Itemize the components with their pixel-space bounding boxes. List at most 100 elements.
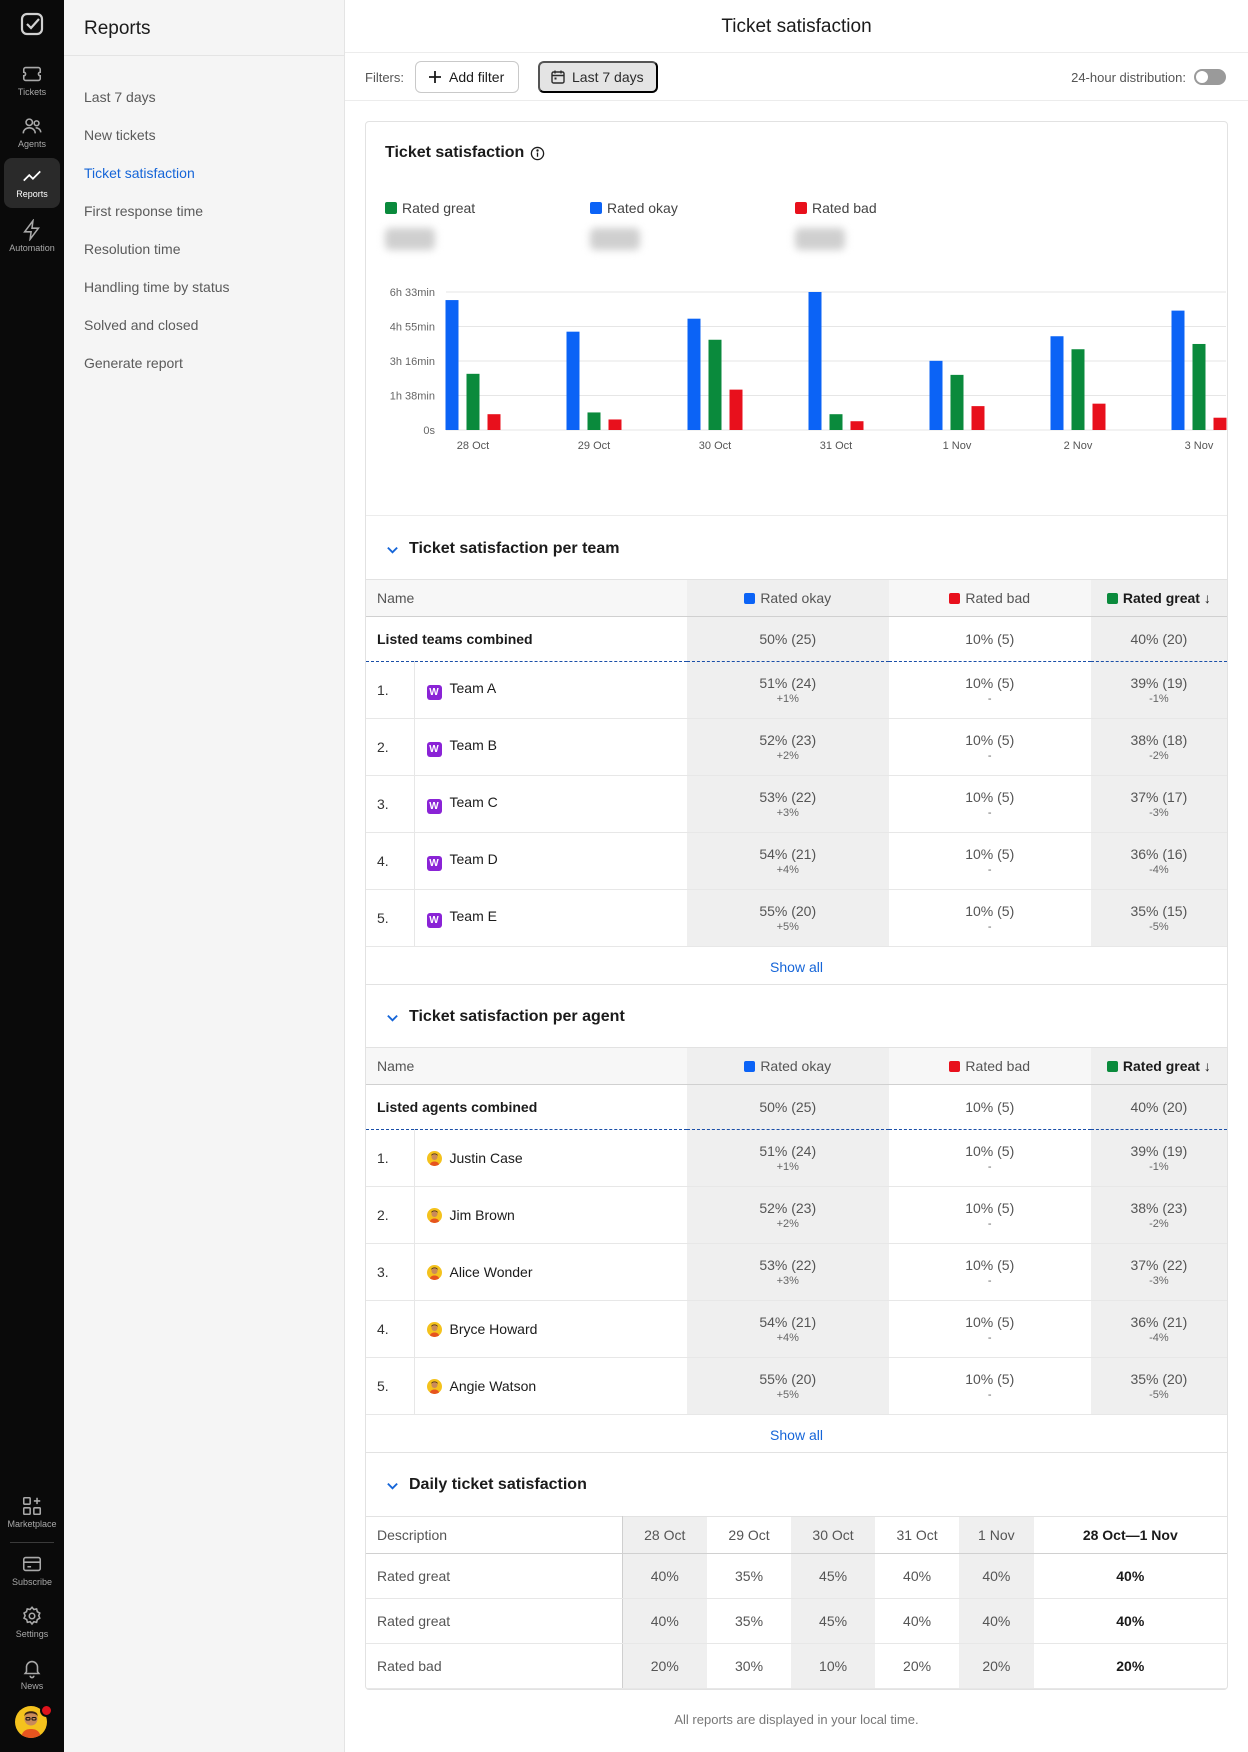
cell-value: 10% (5) bbox=[965, 1143, 1015, 1159]
combined-row: Listed teams combined 50% (25) 10% (5) 4… bbox=[366, 616, 1227, 662]
cell-rated-great: 38% (23) -2% bbox=[1090, 1186, 1227, 1244]
col-date[interactable]: 31 Oct bbox=[875, 1516, 960, 1554]
row-index: 1. bbox=[366, 661, 415, 719]
col-name[interactable]: Name bbox=[366, 579, 687, 617]
col-rated-great[interactable]: Rated great ↓ bbox=[1090, 1047, 1227, 1085]
agent-row[interactable]: 4. Bryce Howard 54% (21) +4% 10% (5) - 36% (21… bbox=[366, 1300, 1227, 1358]
col-rated-great[interactable]: Rated great ↓ bbox=[1090, 579, 1227, 617]
cell-rated-okay: 51% (24) +1% bbox=[686, 661, 889, 719]
bar-rated-okay[interactable] bbox=[445, 300, 459, 430]
legend-item-great[interactable]: Rated great bbox=[385, 200, 475, 250]
sidebar-item-ticket-satisfaction[interactable]: Ticket satisfaction bbox=[84, 165, 195, 181]
bar-rated-okay[interactable] bbox=[1171, 310, 1185, 430]
bar-rated-bad[interactable] bbox=[971, 406, 985, 430]
agent-avatar-icon bbox=[426, 1265, 442, 1280]
team-row[interactable]: 2. W Team B 52% (23) +2% 10% (5) - 38% (18) -2% bbox=[366, 718, 1227, 776]
bar-rated-okay[interactable] bbox=[808, 292, 822, 430]
cell-rated-okay: 55% (20) +5% bbox=[686, 889, 889, 947]
bar-rated-bad[interactable] bbox=[487, 414, 501, 430]
bar-rated-bad[interactable] bbox=[729, 389, 743, 430]
bar-rated-okay[interactable] bbox=[566, 331, 580, 430]
col-date[interactable]: 29 Oct bbox=[707, 1516, 792, 1554]
col-total[interactable]: 28 Oct—1 Nov bbox=[1033, 1516, 1227, 1554]
row-name: Jim Brown bbox=[449, 1207, 515, 1223]
info-icon[interactable] bbox=[530, 146, 545, 161]
team-row[interactable]: 5. W Team E 55% (20) +5% 10% (5) - 35% (15) -5% bbox=[366, 889, 1227, 947]
rail-item-marketplace[interactable]: Marketplace bbox=[4, 1488, 60, 1538]
cell-value: 35% (15) bbox=[1130, 903, 1188, 919]
col-rated-bad[interactable]: Rated bad bbox=[888, 1047, 1091, 1085]
cell-delta: +2% bbox=[776, 1218, 799, 1230]
bar-rated-great[interactable] bbox=[1071, 349, 1085, 430]
agent-row[interactable]: 2. Jim Brown 52% (23) +2% 10% (5) - 38% (23) -2… bbox=[366, 1186, 1227, 1244]
legend-item-bad[interactable]: Rated bad bbox=[795, 200, 877, 250]
sidebar-item-handling-time[interactable]: Handling time by status bbox=[84, 279, 230, 295]
rail-item-settings[interactable]: Settings bbox=[4, 1598, 60, 1648]
add-filter-button[interactable]: Add filter bbox=[415, 61, 520, 93]
cell-value: 53% (22) bbox=[759, 789, 817, 805]
col-date[interactable]: 28 Oct bbox=[622, 1516, 708, 1554]
bar-rated-great[interactable] bbox=[829, 414, 843, 430]
team-row[interactable]: 4. W Team D 54% (21) +4% 10% (5) - 36% (16) -4% bbox=[366, 832, 1227, 890]
sidebar-item-resolution-time[interactable]: Resolution time bbox=[84, 241, 181, 257]
team-row[interactable]: 3. W Team C 53% (22) +3% 10% (5) - 37% (17) -3% bbox=[366, 775, 1227, 833]
rail-item-reports[interactable]: Reports bbox=[4, 158, 60, 208]
agent-row[interactable]: 1. Justin Case 51% (24) +1% 10% (5) - 39% (19)… bbox=[366, 1129, 1227, 1187]
agent-section-header[interactable]: Ticket satisfaction per agent bbox=[386, 1008, 625, 1026]
bar-rated-okay[interactable] bbox=[687, 318, 701, 430]
bar-rated-bad[interactable] bbox=[1213, 417, 1227, 430]
card-icon bbox=[22, 1556, 42, 1572]
team-section-header[interactable]: Ticket satisfaction per team bbox=[386, 540, 619, 558]
sidebar-item-last-7-days[interactable]: Last 7 days bbox=[84, 89, 156, 105]
rail-label: Agents bbox=[17, 139, 47, 149]
calendar-icon bbox=[551, 70, 565, 84]
cell-value: 10% (5) bbox=[965, 675, 1015, 691]
col-name[interactable]: Name bbox=[366, 1047, 687, 1085]
marketplace-icon bbox=[22, 1496, 42, 1516]
col-rated-okay[interactable]: Rated okay bbox=[686, 1047, 889, 1085]
bar-rated-bad[interactable] bbox=[608, 419, 622, 430]
date-range-button[interactable]: Last 7 days bbox=[538, 61, 658, 93]
teams-show-all-link[interactable]: Show all bbox=[366, 949, 1227, 985]
col-rated-bad[interactable]: Rated bad bbox=[888, 579, 1091, 617]
cell-value: 36% (21) bbox=[1130, 1314, 1188, 1330]
cell-delta: -2% bbox=[1149, 1218, 1169, 1230]
rail-item-agents[interactable]: Agents bbox=[4, 108, 60, 158]
sidebar-item-solved-and-closed[interactable]: Solved and closed bbox=[84, 317, 199, 333]
app-logo-icon[interactable] bbox=[20, 12, 44, 36]
cell-delta: -4% bbox=[1149, 1332, 1169, 1344]
bar-rated-great[interactable] bbox=[466, 373, 480, 430]
cell-delta: - bbox=[987, 864, 992, 876]
sidebar-item-generate-report[interactable]: Generate report bbox=[84, 355, 183, 371]
agent-row[interactable]: 5. Angie Watson 55% (20) +5% 10% (5) - 35% (20… bbox=[366, 1357, 1227, 1415]
bar-rated-bad[interactable] bbox=[1092, 403, 1106, 430]
daily-cell: 40% bbox=[875, 1598, 960, 1644]
distribution-toggle[interactable] bbox=[1194, 69, 1226, 85]
bar-rated-great[interactable] bbox=[587, 412, 601, 430]
col-rated-okay[interactable]: Rated okay bbox=[686, 579, 889, 617]
legend-item-okay[interactable]: Rated okay bbox=[590, 200, 678, 250]
bar-rated-great[interactable] bbox=[950, 374, 964, 430]
combined-okay: 50% (25) bbox=[686, 616, 889, 662]
bar-rated-okay[interactable] bbox=[1050, 336, 1064, 430]
agents-show-all-link[interactable]: Show all bbox=[366, 1417, 1227, 1453]
daily-section-header[interactable]: Daily ticket satisfaction bbox=[386, 1476, 587, 1494]
sidebar-item-first-response-time[interactable]: First response time bbox=[84, 203, 204, 219]
cell-value: 38% (23) bbox=[1130, 1200, 1188, 1216]
bar-rated-great[interactable] bbox=[1192, 343, 1206, 430]
sidebar-item-new-tickets[interactable]: New tickets bbox=[84, 127, 156, 143]
bar-rated-okay[interactable] bbox=[929, 360, 943, 430]
agent-row[interactable]: 3. Alice Wonder 53% (22) +3% 10% (5) - 37% (22… bbox=[366, 1243, 1227, 1301]
rail-item-automation[interactable]: Automation bbox=[4, 212, 60, 262]
col-date[interactable]: 1 Nov bbox=[959, 1516, 1034, 1554]
bar-rated-great[interactable] bbox=[708, 339, 722, 430]
daily-cell: 45% bbox=[791, 1598, 876, 1644]
bar-rated-bad[interactable] bbox=[850, 421, 864, 430]
rail-item-subscribe[interactable]: Subscribe bbox=[4, 1546, 60, 1596]
col-date[interactable]: 30 Oct bbox=[791, 1516, 876, 1554]
rail-item-news[interactable]: News bbox=[4, 1650, 60, 1700]
col-description[interactable]: Description bbox=[366, 1516, 623, 1554]
rail-item-tickets[interactable]: Tickets bbox=[4, 56, 60, 106]
team-row[interactable]: 1. W Team A 51% (24) +1% 10% (5) - 39% (19) -1% bbox=[366, 661, 1227, 719]
ticket-icon bbox=[22, 66, 42, 82]
